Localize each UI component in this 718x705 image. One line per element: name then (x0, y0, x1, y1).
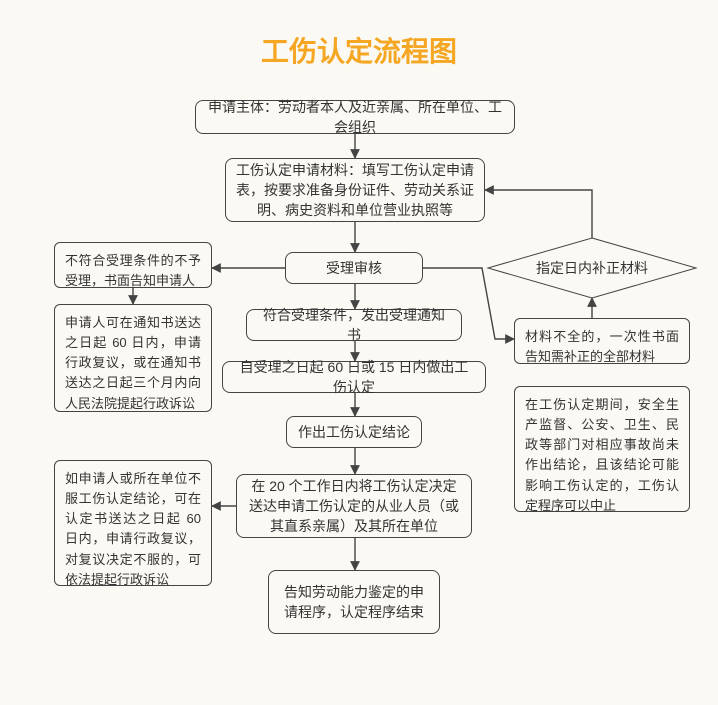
flowchart-stage: 工伤认定流程图 指定日内补正材料 申请主体：劳动者本人及近亲属、所在单位、工会组… (0, 0, 718, 705)
edge-12 (485, 190, 592, 238)
sidenote-s5: 在工伤认定期间，安全生产监督、公安、卫生、民政等部门对相应事故尚未作出结论，且该… (514, 386, 690, 512)
diamond-label: 指定日内补正材料 (536, 260, 648, 276)
node-n7: 在 20 个工作日内将工伤认定决定送达申请工伤认定的从业人员（或其直系亲属）及其… (236, 474, 472, 538)
node-n8: 告知劳动能力鉴定的申请程序，认定程序结束 (268, 570, 440, 634)
sidenote-s3: 如申请人或所在单位不服工伤认定结论，可在认定书送达之日起 60 日内，申请行政复… (54, 460, 212, 586)
node-n1: 申请主体：劳动者本人及近亲属、所在单位、工会组织 (195, 100, 515, 134)
sidenote-s1: 不符合受理条件的不予受理，书面告知申请人 (54, 242, 212, 288)
node-n3: 受理审核 (285, 252, 423, 284)
node-n6: 作出工伤认定结论 (286, 416, 422, 448)
sidenote-s4: 材料不全的，一次性书面告知需补正的全部材料 (514, 318, 690, 364)
node-n4: 符合受理条件，发出受理通知书 (246, 309, 462, 341)
sidenote-s2: 申请人可在通知书送达之日起 60 日内，申请行政复议，或在通知书送达之日起三个月… (54, 304, 212, 412)
node-n2: 工伤认定申请材料：填写工伤认定申请表，按要求准备身份证件、劳动关系证明、病史资料… (225, 158, 485, 222)
node-n5: 自受理之日起 60 日或 15 日内做出工伤认定 (222, 361, 486, 393)
